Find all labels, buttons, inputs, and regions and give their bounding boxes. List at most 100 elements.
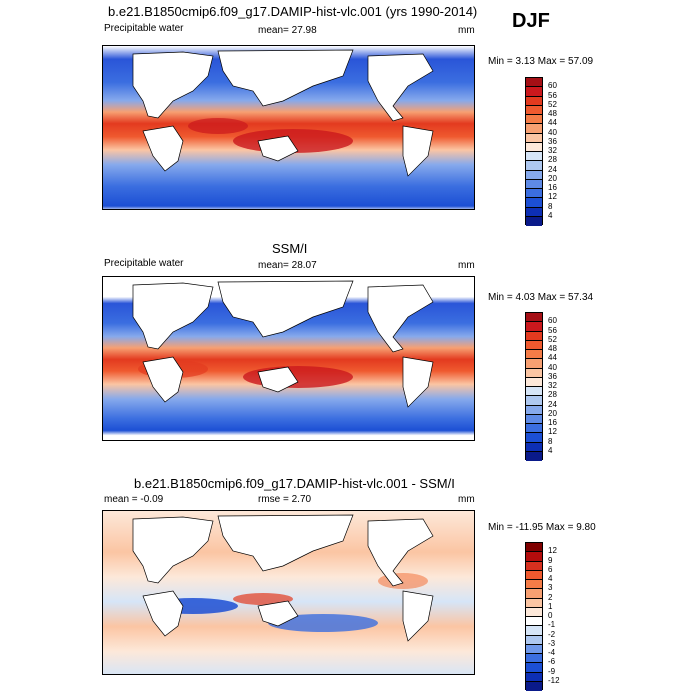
- colorbar-swatch: [526, 377, 542, 387]
- colorbar-tick-label: 36: [548, 371, 557, 381]
- colorbar-swatches: [526, 543, 542, 691]
- colorbar-tick-label: 8: [548, 201, 553, 211]
- colorbar-tick-label: 60: [548, 316, 557, 326]
- panel-title: b.e21.B1850cmip6.f09_g17.DAMIP-hist-vlc.…: [108, 4, 478, 19]
- colorbar: [525, 77, 543, 226]
- left-label: Precipitable water: [104, 258, 184, 269]
- colorbar-tick-label: 20: [548, 408, 557, 418]
- panel-title: b.e21.B1850cmip6.f09_g17.DAMIP-hist-vlc.…: [134, 476, 455, 491]
- unit-label: mm: [458, 494, 475, 505]
- colorbar: [525, 312, 543, 461]
- colorbar-tick-label: -1: [548, 620, 556, 630]
- colorbar-swatch: [526, 198, 542, 208]
- colorbar-swatch: [526, 350, 542, 360]
- colorbar-swatch: [526, 207, 542, 217]
- colorbar-tick-label: 28: [548, 155, 557, 165]
- colorbar-swatch: [526, 313, 542, 323]
- colorbar-tick-label: -2: [548, 629, 556, 639]
- colorbar-swatch: [526, 96, 542, 106]
- left-label: mean = -0.09: [104, 494, 164, 505]
- map-field: [102, 45, 475, 210]
- colorbar-swatch: [526, 405, 542, 415]
- colorbar-tick-label: 20: [548, 173, 557, 183]
- colorbar-swatch: [526, 607, 542, 617]
- colorbar-swatch: [526, 672, 542, 682]
- colorbar-swatches: [526, 313, 542, 461]
- colorbar-tick-label: -12: [548, 675, 560, 685]
- colorbar-tick-label: 40: [548, 362, 557, 372]
- colorbar-tick-label: 16: [548, 418, 557, 427]
- colorbar-tick-label: 52: [548, 99, 557, 109]
- colorbar-tick-label: 16: [548, 183, 557, 192]
- colorbar-swatch: [526, 552, 542, 562]
- colorbar-tick-label: 44: [548, 118, 557, 128]
- colorbar-swatch: [526, 142, 542, 152]
- colorbar-tick-label: 9: [548, 555, 553, 565]
- colorbar-tick-label: 48: [548, 344, 557, 353]
- unit-label: mm: [458, 260, 475, 271]
- colorbar-swatches: [526, 78, 542, 226]
- colorbar-swatch: [526, 189, 542, 199]
- colorbar-tick-label: 60: [548, 81, 557, 91]
- panel-title: SSM/I: [272, 241, 308, 256]
- colorbar-swatch: [526, 570, 542, 580]
- colorbar-tick-label: 3: [548, 583, 553, 593]
- colorbar: [525, 542, 543, 691]
- colorbar-swatch: [526, 152, 542, 162]
- colorbar-swatch: [526, 635, 542, 645]
- colorbar-tick-label: 12: [548, 427, 557, 437]
- colorbar-tick-label: 56: [548, 90, 557, 100]
- colorbar-swatch: [526, 598, 542, 608]
- colorbar-swatch: [526, 105, 542, 115]
- colorbar-swatch: [526, 414, 542, 424]
- colorbar-tick-label: 0: [548, 611, 553, 620]
- colorbar-swatch: [526, 626, 542, 636]
- colorbar-tick-label: 12: [548, 192, 557, 202]
- colorbar-tick-label: 4: [548, 445, 553, 455]
- unit-label: mm: [458, 25, 475, 36]
- colorbar-swatch: [526, 78, 542, 88]
- colorbar-swatch: [526, 589, 542, 599]
- colorbar-swatch: [526, 442, 542, 452]
- colorbar-tick-label: 24: [548, 164, 557, 174]
- center-label: rmse = 2.70: [258, 494, 312, 505]
- colorbar-swatch: [526, 161, 542, 171]
- colorbar-swatch: [526, 543, 542, 553]
- map-field: [102, 276, 475, 441]
- colorbar-swatch: [526, 424, 542, 434]
- colorbar-tick-label: -3: [548, 638, 556, 648]
- colorbar-tick-label: 52: [548, 334, 557, 344]
- colorbar-tick-label: 2: [548, 592, 553, 602]
- colorbar-swatch: [526, 133, 542, 143]
- colorbar-swatch: [526, 115, 542, 125]
- map-field: [102, 510, 475, 675]
- colorbar-tick-label: -9: [548, 666, 556, 676]
- minmax-label: Min = -11.95 Max = 9.80: [488, 522, 596, 533]
- colorbar-swatch: [526, 396, 542, 406]
- colorbar-swatch: [526, 322, 542, 332]
- colorbar-tick-label: -6: [548, 657, 556, 667]
- colorbar-tick-label: 8: [548, 436, 553, 446]
- colorbar-tick-label: 56: [548, 325, 557, 335]
- colorbar-swatch: [526, 580, 542, 590]
- left-label: Precipitable water: [104, 23, 184, 34]
- colorbar-tick-label: 36: [548, 136, 557, 146]
- colorbar-swatch: [526, 368, 542, 378]
- colorbar-swatch: [526, 124, 542, 134]
- colorbar-swatch: [526, 340, 542, 350]
- center-label: mean= 27.98: [258, 25, 317, 36]
- colorbar-swatch: [526, 644, 542, 654]
- colorbar-swatch: [526, 87, 542, 97]
- colorbar-swatch: [526, 681, 542, 691]
- colorbar-swatch: [526, 387, 542, 397]
- colorbar-swatch: [526, 663, 542, 673]
- colorbar-swatch: [526, 170, 542, 180]
- colorbar-swatch: [526, 433, 542, 443]
- colorbar-swatch: [526, 617, 542, 627]
- colorbar-tick-label: 40: [548, 127, 557, 137]
- colorbar-tick-label: 4: [548, 574, 553, 583]
- colorbar-tick-label: 32: [548, 146, 557, 155]
- colorbar-swatch: [526, 216, 542, 226]
- colorbar-tick-label: 32: [548, 381, 557, 390]
- colorbar-tick-label: 6: [548, 564, 553, 574]
